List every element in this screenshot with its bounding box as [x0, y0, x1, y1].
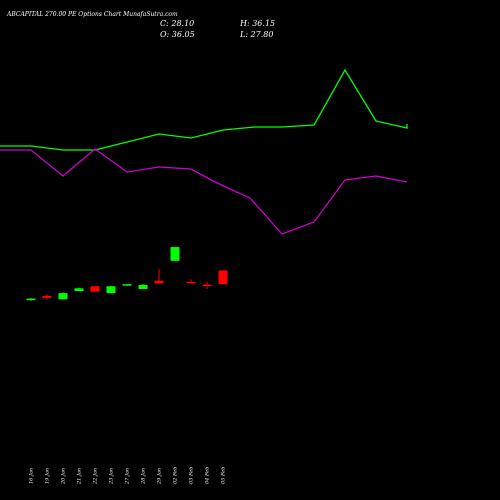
magenta-indicator-line [0, 148, 408, 235]
date-label: 29 Jan [157, 468, 163, 485]
date-labels: 16 Jan 19 Jan 20 Jan 21 Jan 22 Jan 23 Jan 27 J… [29, 467, 227, 485]
candle-body [218, 270, 228, 285]
chart-title: ABCAPITAL 270.00 PE Options Chart Munafa… [6, 11, 178, 18]
date-label: 16 Jan [29, 468, 35, 484]
candle-23-jan [106, 286, 116, 294]
candles-group [26, 247, 228, 301]
close-value: C: 28.10 [160, 19, 194, 28]
candle-16-jan [26, 297, 36, 301]
candle-body [170, 247, 180, 261]
date-label: 02 Feb [173, 467, 179, 484]
date-label: 20 Jan [61, 468, 67, 485]
candle-body [26, 298, 36, 301]
candle-body [58, 293, 68, 300]
date-label: 19 Jan [45, 468, 51, 484]
candle-body [106, 286, 116, 294]
candle-02-feb [170, 247, 180, 261]
high-value: H: 36.15 [239, 19, 275, 28]
candle-22-jan [90, 286, 100, 292]
candle-29-jan [154, 269, 164, 284]
candle-04-feb [202, 281, 212, 289]
green-indicator-line [0, 68, 408, 151]
date-label: 28 Jan [141, 468, 147, 485]
open-value: O: 36.05 [160, 30, 195, 39]
date-label: 27 Jan [125, 468, 131, 485]
date-label: 04 Feb [205, 467, 211, 484]
candle-body [186, 281, 196, 284]
date-label: 21 Jan [77, 468, 83, 485]
candle-19-jan [42, 294, 52, 300]
candle-body [202, 284, 212, 287]
candle-21-jan [74, 287, 84, 292]
candle-03-feb [186, 279, 196, 284]
candle-05-feb [218, 270, 228, 285]
candle-body [138, 284, 148, 289]
candle-body [122, 284, 132, 286]
candle-body [154, 280, 164, 284]
indicator-lines [0, 68, 408, 235]
date-label: 22 Jan [93, 468, 99, 485]
candle-27-jan [122, 284, 132, 286]
low-value: L: 27.80 [239, 30, 273, 39]
date-label: 23 Jan [109, 468, 115, 485]
candle-20-jan [58, 292, 68, 300]
date-label: 03 Feb [189, 467, 195, 484]
candle-body [74, 288, 84, 292]
candle-body [42, 295, 52, 298]
date-label: 05 Feb [221, 467, 227, 484]
candle-28-jan [138, 284, 148, 289]
candle-body [90, 286, 100, 292]
